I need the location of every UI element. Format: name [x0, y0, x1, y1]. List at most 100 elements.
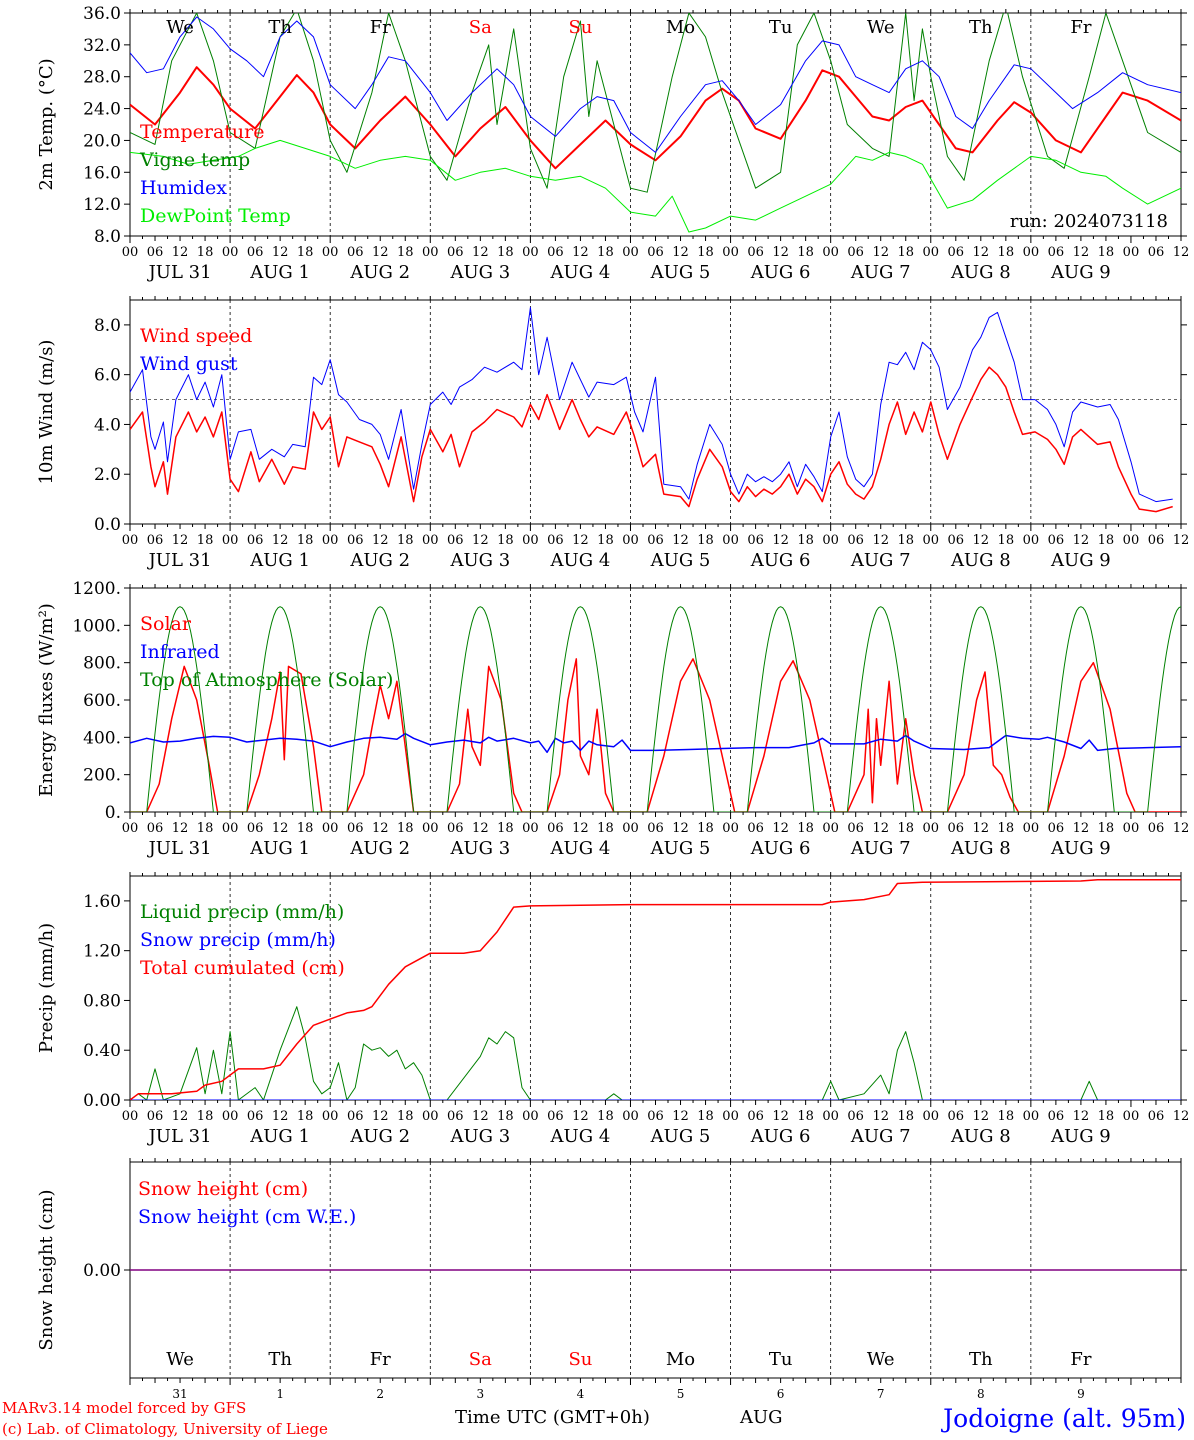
- weekday-label: Th: [969, 17, 993, 38]
- date-label: AUG 3: [449, 1126, 510, 1147]
- hour-tick-label: 12: [973, 245, 990, 260]
- hour-tick-label: 18: [397, 533, 414, 548]
- hour-tick-label: 06: [948, 1109, 965, 1124]
- date-label: AUG 2: [349, 262, 410, 283]
- hour-tick-label: 06: [147, 245, 164, 260]
- hour-tick-label: 00: [122, 821, 139, 836]
- day-number: 1: [276, 1387, 284, 1401]
- series-group: [130, 13, 1181, 233]
- series-line: [130, 307, 1173, 503]
- date-label: AUG 1: [249, 550, 310, 571]
- hour-tick-label: 00: [1123, 245, 1140, 260]
- hour-tick-label: 12: [872, 1109, 889, 1124]
- legend-entry: Infrared: [140, 641, 220, 663]
- date-label: AUG 9: [1050, 550, 1111, 571]
- hour-tick-label: 06: [847, 821, 864, 836]
- hour-tick-label: 18: [1098, 245, 1115, 260]
- hour-tick-label: 00: [1123, 821, 1140, 836]
- hour-tick-label: 00: [422, 821, 439, 836]
- legend-entry: Solar: [140, 613, 192, 635]
- hour-tick-label: 18: [597, 1109, 614, 1124]
- series-line: [130, 1006, 1181, 1100]
- weekday-label: Su: [568, 1349, 592, 1370]
- y-tick-label: 1000.: [72, 616, 121, 636]
- energy-panel: 0. 200. 400. 600. 800. 1000. 1200. Energy fluxe…: [36, 579, 1189, 859]
- date-label: AUG 6: [750, 1126, 811, 1147]
- date-label: AUG 6: [750, 262, 811, 283]
- hour-tick-label: 18: [797, 533, 814, 548]
- y-tick-label: 24.0: [83, 100, 121, 120]
- hour-tick-label: 06: [647, 1109, 664, 1124]
- y-tick-label: 0.80: [83, 991, 121, 1011]
- hour-tick-label: 12: [172, 533, 189, 548]
- hour-tick-label: 06: [847, 1109, 864, 1124]
- legend-entry: Snow precip (mm/h): [140, 929, 336, 951]
- hour-tick-label: 12: [372, 533, 389, 548]
- hour-tick-label: 00: [322, 1109, 339, 1124]
- hour-tick-label: 00: [922, 821, 939, 836]
- hour-tick-label: 12: [172, 821, 189, 836]
- hour-tick-label: 12: [672, 1109, 689, 1124]
- date-label: AUG 3: [449, 262, 510, 283]
- hour-tick-label: 06: [1048, 245, 1065, 260]
- y-tick-label: 28.0: [83, 68, 121, 88]
- hour-tick-label: 18: [197, 533, 214, 548]
- hour-tick-label: 12: [973, 821, 990, 836]
- date-label: AUG 2: [349, 1126, 410, 1147]
- hour-tick-label: 00: [1023, 533, 1040, 548]
- hour-tick-label: 18: [797, 1109, 814, 1124]
- hour-tick-label: 00: [622, 821, 639, 836]
- hour-tick-label: 06: [1148, 245, 1165, 260]
- hour-tick-label: 00: [922, 533, 939, 548]
- day-number: 7: [877, 1387, 885, 1401]
- hour-tick-label: 06: [747, 821, 764, 836]
- hour-tick-label: 12: [272, 533, 289, 548]
- y-tick-label: 12.0: [83, 195, 121, 215]
- y-tick-label: 0.40: [83, 1041, 121, 1061]
- legend-entry: Snow height (cm): [138, 1178, 308, 1200]
- date-label: AUG 2: [349, 838, 410, 859]
- y-tick-label: 600.: [83, 691, 121, 711]
- date-label: AUG 3: [449, 838, 510, 859]
- model-credit: MARv3.14 model forced by GFS: [2, 1399, 246, 1417]
- hour-tick-label: 18: [597, 533, 614, 548]
- day-number: 31: [172, 1387, 187, 1401]
- hour-tick-label: 06: [647, 533, 664, 548]
- weekday-label: Tu: [769, 1349, 793, 1370]
- date-label: AUG 5: [650, 550, 711, 571]
- panels: 8.012.016.020.024.028.032.036.02m Temp. …: [36, 4, 1189, 1401]
- hour-tick-label: 00: [822, 245, 839, 260]
- hour-tick-label: 00: [422, 245, 439, 260]
- day-number: 9: [1077, 1387, 1085, 1401]
- hour-tick-label: 12: [572, 1109, 589, 1124]
- plot-frame: [129, 12, 1182, 237]
- hour-tick-label: 18: [197, 821, 214, 836]
- hour-tick-label: 18: [998, 1109, 1015, 1124]
- hour-tick-label: 06: [147, 1109, 164, 1124]
- legend-entry: Temperature: [140, 121, 264, 143]
- hour-tick-label: 06: [147, 821, 164, 836]
- hour-tick-label: 00: [1023, 1109, 1040, 1124]
- date-label: AUG 1: [249, 838, 310, 859]
- weekday-label: Th: [268, 1349, 292, 1370]
- hour-tick-label: 18: [297, 533, 314, 548]
- hour-tick-label: 00: [722, 821, 739, 836]
- hour-tick-label: 06: [1148, 533, 1165, 548]
- copyright: (c) Lab. of Climatology, University of L…: [2, 1420, 328, 1438]
- hour-tick-label: 00: [322, 245, 339, 260]
- hour-tick-label: 00: [122, 245, 139, 260]
- hour-tick-label: 00: [522, 245, 539, 260]
- weekday-label: Mo: [666, 17, 695, 38]
- series-line: [130, 878, 1181, 1100]
- hour-tick-label: 18: [497, 533, 514, 548]
- date-label: AUG 2: [349, 550, 410, 571]
- month-label: AUG: [739, 1407, 783, 1428]
- hour-tick-label: 12: [772, 245, 789, 260]
- hour-tick-label: 18: [197, 1109, 214, 1124]
- hour-tick-label: 06: [547, 533, 564, 548]
- hour-tick-label: 12: [872, 533, 889, 548]
- hour-tick-label: 06: [847, 533, 864, 548]
- date-label: AUG 4: [550, 838, 611, 859]
- series-line: [130, 366, 1173, 513]
